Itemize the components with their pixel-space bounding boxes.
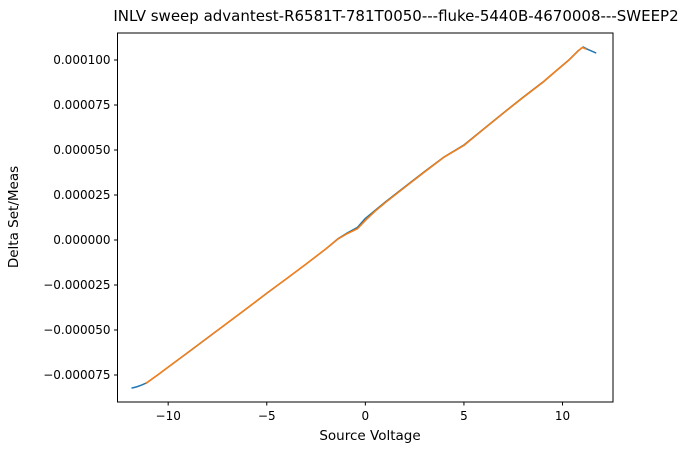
x-tick-label: 0 <box>361 408 370 423</box>
series-2-orange <box>145 46 587 384</box>
y-tick-label: 0.000050 <box>53 143 111 157</box>
y-tick-label: −0.000050 <box>43 323 111 337</box>
chart-title: INLV sweep advantest-R6581T-781T0050---f… <box>113 7 679 25</box>
x-tick-label: 10 <box>554 408 571 423</box>
x-tick-label: −10 <box>155 408 181 423</box>
series-1-blue <box>131 46 597 389</box>
y-tick-label: −0.000025 <box>43 278 111 292</box>
axes-spines <box>117 32 614 403</box>
y-tick-label: 0.000075 <box>53 98 111 112</box>
y-tick-label: −0.000075 <box>43 368 111 382</box>
y-tick-label: 0.000025 <box>53 188 111 202</box>
x-tick-label: 5 <box>460 408 468 423</box>
y-tick-label: 0.000100 <box>53 53 111 67</box>
x-axis-label: Source Voltage <box>319 428 421 444</box>
x-tick-label: −5 <box>257 408 276 423</box>
y-tick-label: 0.000000 <box>53 233 111 247</box>
